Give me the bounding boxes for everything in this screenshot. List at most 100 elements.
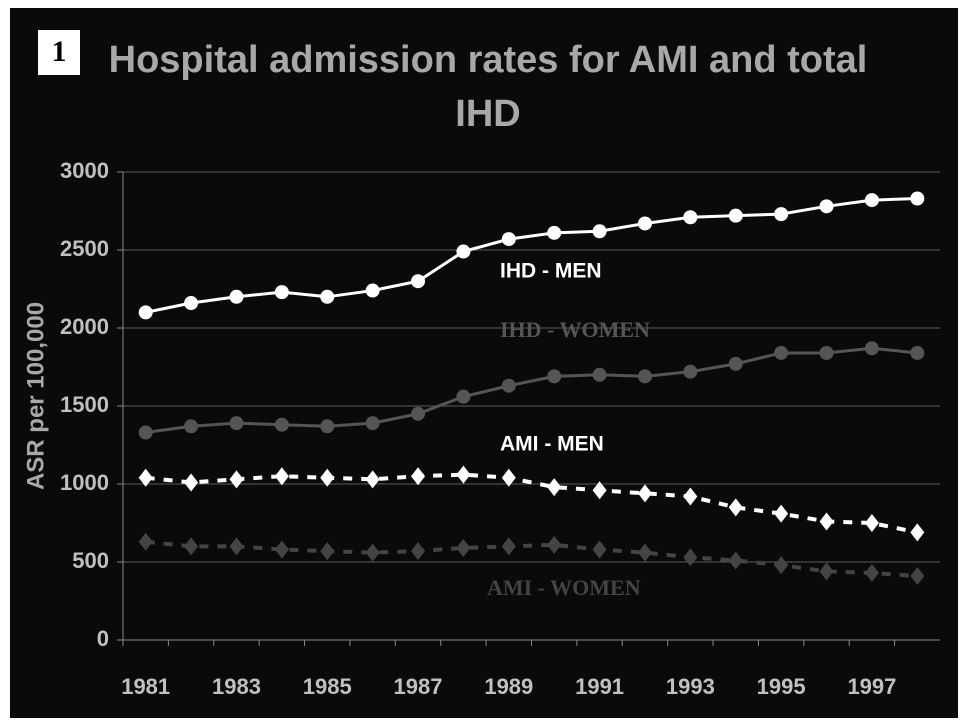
point	[728, 356, 743, 371]
x-tick-label: 1993	[666, 674, 715, 699]
y-tick-label: 500	[72, 548, 109, 573]
point	[184, 419, 199, 434]
series-line	[145, 346, 918, 435]
x-tick-label: 1989	[484, 674, 533, 699]
label-mask	[48, 270, 66, 330]
point	[365, 470, 380, 489]
point	[819, 512, 834, 531]
point	[501, 537, 516, 556]
point	[320, 289, 335, 304]
point	[683, 210, 698, 225]
point	[910, 523, 925, 542]
point	[592, 481, 607, 500]
point	[774, 504, 789, 523]
y-tick-label: 2500	[60, 236, 109, 261]
point	[728, 551, 743, 570]
series-line	[145, 197, 918, 314]
point	[456, 244, 471, 259]
x-tick-label: 1987	[394, 674, 443, 699]
y-tick-label: 1500	[60, 392, 109, 417]
point	[774, 556, 789, 575]
point	[910, 345, 925, 360]
point	[547, 369, 562, 384]
point	[819, 199, 834, 214]
x-tick-label: 1997	[847, 674, 896, 699]
point	[365, 416, 380, 431]
series-label: IHD - WOMEN	[500, 317, 650, 342]
point	[365, 543, 380, 562]
point	[138, 468, 153, 487]
panel-number: 1	[52, 35, 67, 68]
x-tick-label: 1995	[757, 674, 806, 699]
point	[683, 548, 698, 567]
point	[547, 478, 562, 497]
point	[274, 540, 289, 559]
point	[229, 537, 244, 556]
x-tick-label: 1981	[121, 674, 170, 699]
y-tick-label: 1000	[60, 470, 109, 495]
series-line	[145, 472, 918, 535]
point	[138, 305, 153, 320]
point	[592, 367, 607, 382]
point	[501, 468, 516, 487]
panel	[10, 8, 958, 718]
point	[592, 540, 607, 559]
chart-title: Hospital admission rates for AMI and tot…	[109, 39, 868, 135]
point	[910, 567, 925, 586]
point	[229, 470, 244, 489]
point	[864, 563, 879, 582]
point	[637, 543, 652, 562]
point	[683, 487, 698, 506]
point	[138, 532, 153, 551]
point	[637, 484, 652, 503]
series-label: IHD - MEN	[500, 260, 602, 283]
point	[320, 468, 335, 487]
point	[184, 537, 199, 556]
x-tick-label: 1983	[212, 674, 261, 699]
point	[728, 498, 743, 517]
point	[819, 345, 834, 360]
point	[819, 562, 834, 581]
series-label: AMI - MEN	[500, 433, 604, 456]
y-axis-label: ASR per 100,000	[22, 302, 49, 490]
point	[774, 207, 789, 222]
point	[229, 289, 244, 304]
point	[547, 225, 562, 240]
point	[411, 467, 426, 486]
point	[274, 417, 289, 432]
point	[728, 208, 743, 223]
series-line	[145, 539, 918, 579]
point	[864, 341, 879, 356]
point	[274, 285, 289, 300]
series-label: AMI - WOMEN	[487, 575, 641, 600]
point	[320, 419, 335, 434]
point	[637, 216, 652, 231]
point	[864, 193, 879, 208]
y-tick-label: 3000	[60, 158, 109, 183]
point	[774, 345, 789, 360]
point	[637, 369, 652, 384]
point	[320, 542, 335, 561]
point	[501, 378, 516, 393]
point	[456, 389, 471, 404]
x-tick-label: 1991	[575, 674, 624, 699]
y-tick-label: 0	[97, 626, 109, 651]
point	[184, 473, 199, 492]
point	[683, 364, 698, 379]
point	[411, 274, 426, 289]
badge	[38, 30, 80, 75]
point	[456, 538, 471, 557]
point	[184, 296, 199, 311]
point	[229, 416, 244, 431]
point	[910, 191, 925, 206]
y-tick-label: 2000	[60, 314, 109, 339]
point	[138, 425, 153, 440]
point	[547, 535, 562, 554]
point	[864, 514, 879, 532]
point	[274, 467, 289, 486]
point	[365, 283, 380, 298]
x-tick-label: 1985	[303, 674, 352, 699]
point	[411, 406, 426, 421]
point	[411, 542, 426, 561]
